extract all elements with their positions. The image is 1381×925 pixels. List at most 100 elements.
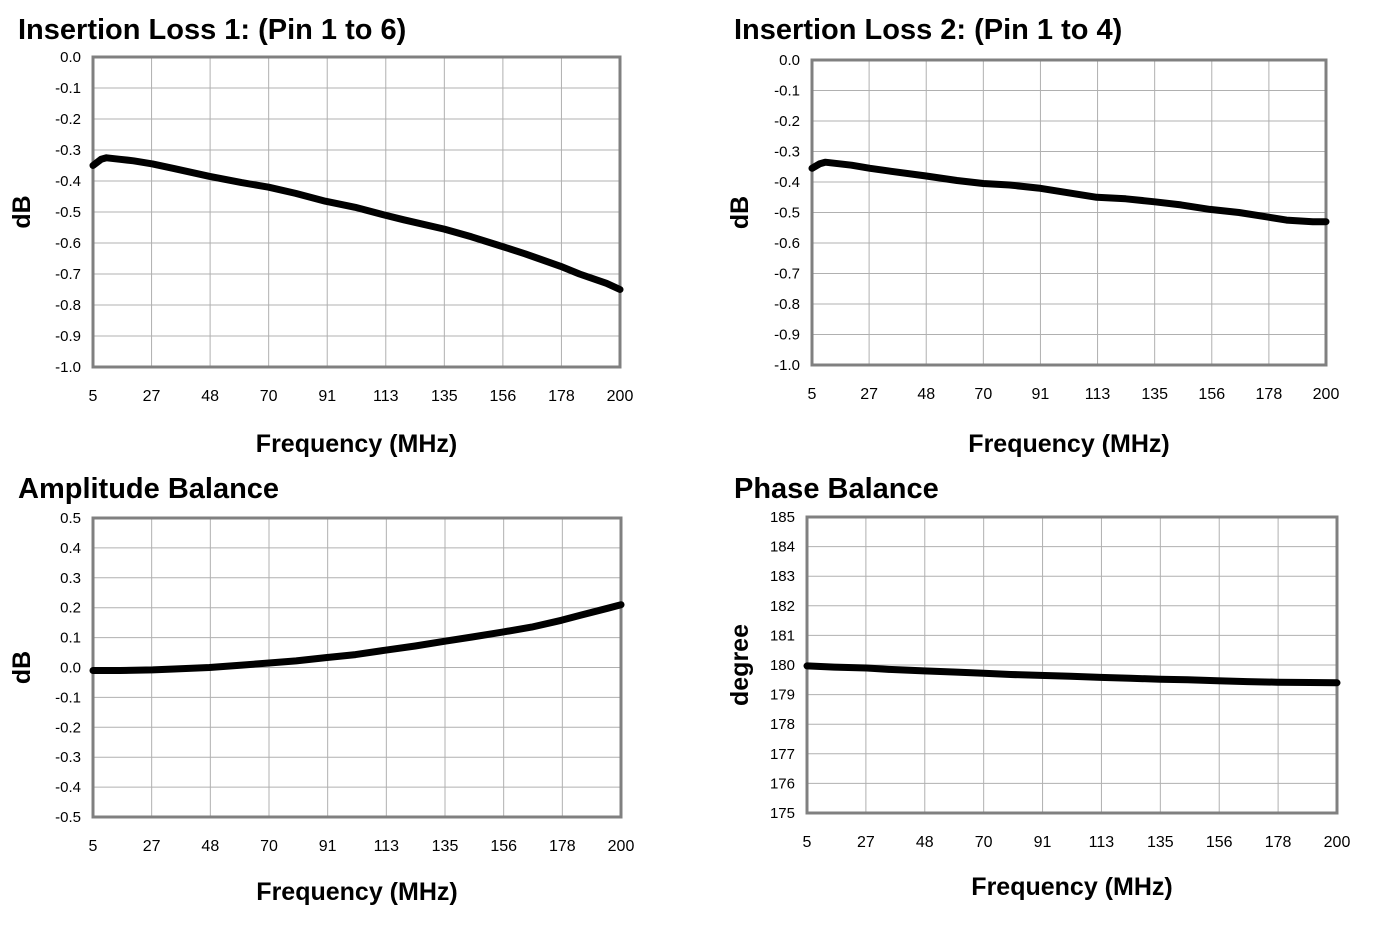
- y-tick-label: -0.1: [774, 83, 800, 100]
- x-tick-label: 5: [803, 834, 812, 851]
- x-tick-label: 156: [1206, 834, 1233, 851]
- x-tick-label: 5: [89, 388, 98, 405]
- y-tick-label: -0.2: [55, 111, 81, 128]
- x-tick-label: 113: [1089, 834, 1115, 851]
- y-tick-label: 175: [770, 805, 795, 822]
- y-tick-label: 182: [770, 598, 795, 615]
- x-tick-label: 27: [857, 834, 875, 851]
- x-tick-label: 27: [143, 388, 161, 405]
- y-tick-label: 0.1: [60, 630, 81, 647]
- y-tick-label: 184: [770, 539, 795, 556]
- x-tick-label: 178: [549, 838, 576, 855]
- y-tick-label: -0.4: [774, 174, 800, 191]
- x-tick-label: 48: [201, 838, 219, 855]
- plot-area: [810, 58, 1328, 367]
- x-tick-label: 200: [607, 388, 634, 405]
- x-tick-label: 5: [808, 386, 817, 403]
- x-tick-label: 48: [916, 834, 934, 851]
- y-tick-label: -0.8: [55, 297, 81, 314]
- y-tick-label: -0.5: [55, 204, 81, 221]
- chart-3-title: Amplitude Balance: [18, 473, 280, 505]
- y-tick-label: 176: [770, 775, 795, 792]
- x-tick-label: 113: [1085, 386, 1111, 403]
- y-tick-label: -0.6: [774, 235, 800, 252]
- x-tick-label: 48: [201, 388, 219, 405]
- y-tick-label: -0.2: [774, 113, 800, 130]
- chart-4: 185 184 183 182 181 180 179 178 177 176 175 5 27 48 70…: [726, 509, 1351, 901]
- x-tick-label: 135: [432, 838, 459, 855]
- y-tick-label: -0.7: [55, 266, 81, 283]
- y-tick-label: 0.3: [60, 570, 81, 587]
- y-axis-label: degree: [726, 624, 754, 706]
- y-tick-label: 0.4: [60, 540, 81, 557]
- chart-1-title: Insertion Loss 1: (Pin 1 to 6): [18, 14, 407, 46]
- y-tick-label: -0.3: [55, 749, 81, 766]
- y-tick-label: -0.8: [774, 296, 800, 313]
- y-tick-label: 0.5: [60, 510, 81, 527]
- chart-3: 0.5 0.4 0.3 0.2 0.1 0.0 -0.1 -0.2 -0.3 -0.4 -0.5 5 2…: [8, 510, 635, 906]
- y-tick-label: 0.2: [60, 600, 81, 617]
- x-tick-label: 113: [373, 388, 399, 405]
- y-tick-label: -1.0: [774, 357, 800, 374]
- y-tick-label: 179: [770, 687, 795, 704]
- y-tick-label: 183: [770, 568, 795, 585]
- chart-2-title: Insertion Loss 2: (Pin 1 to 4): [734, 14, 1123, 46]
- y-tick-label: -1.0: [55, 359, 81, 376]
- y-tick-label: 0.0: [60, 660, 81, 677]
- x-tick-label: 91: [1032, 386, 1050, 403]
- y-tick-label: -0.3: [55, 142, 81, 159]
- series-line: [808, 158, 1330, 226]
- y-tick-label: 0.0: [779, 52, 800, 69]
- y-axis-label: dB: [726, 196, 754, 229]
- x-tick-label: 27: [860, 386, 878, 403]
- x-tick-label: 48: [917, 386, 935, 403]
- x-tick-label: 135: [1147, 834, 1174, 851]
- y-tick-label: -0.1: [55, 689, 81, 706]
- chart-2: 0.0 -0.1 -0.2 -0.3 -0.4 -0.5 -0.6 -0.7 -0.8 -0.9 -…: [726, 52, 1339, 458]
- y-tick-label: -0.5: [55, 809, 81, 826]
- x-axis-label: Frequency (MHz): [256, 878, 457, 906]
- y-tick-label: 177: [770, 746, 795, 763]
- x-tick-label: 91: [318, 388, 336, 405]
- y-tick-label: -0.3: [774, 144, 800, 161]
- y-tick-label: 0.0: [60, 49, 81, 66]
- x-tick-label: 200: [1324, 834, 1351, 851]
- series-line: [89, 601, 625, 674]
- x-tick-label: 178: [1265, 834, 1292, 851]
- x-tick-label: 5: [89, 838, 98, 855]
- x-tick-label: 156: [490, 838, 517, 855]
- x-tick-label: 113: [374, 838, 400, 855]
- y-tick-label: -0.9: [55, 328, 81, 345]
- x-axis-label: Frequency (MHz): [256, 430, 457, 458]
- chart-4-title: Phase Balance: [734, 473, 939, 505]
- x-tick-label: 178: [1256, 386, 1283, 403]
- y-tick-label: 180: [770, 657, 795, 674]
- x-tick-label: 70: [974, 386, 992, 403]
- x-tick-label: 91: [319, 838, 337, 855]
- y-axis-label: dB: [8, 651, 36, 684]
- y-tick-label: -0.9: [774, 327, 800, 344]
- x-tick-label: 91: [1034, 834, 1052, 851]
- x-axis-label: Frequency (MHz): [968, 430, 1169, 458]
- x-tick-label: 200: [608, 838, 635, 855]
- series-line: [803, 662, 1341, 687]
- plot-area: [91, 55, 622, 369]
- y-tick-label: -0.5: [774, 205, 800, 222]
- y-axis-label: dB: [8, 195, 36, 228]
- y-tick-label: 185: [770, 509, 795, 526]
- x-tick-label: 156: [1198, 386, 1225, 403]
- x-tick-label: 27: [143, 838, 161, 855]
- x-tick-label: 70: [975, 834, 993, 851]
- y-tick-label: -0.6: [55, 235, 81, 252]
- x-tick-label: 135: [431, 388, 458, 405]
- x-tick-label: 156: [490, 388, 517, 405]
- y-tick-label: 178: [770, 716, 795, 733]
- y-tick-label: -0.4: [55, 173, 81, 190]
- chart-1: 0.0 -0.1 -0.2 -0.3 -0.4 -0.5 -0.6 -0.7 -0.8 -0.9 -…: [8, 49, 634, 458]
- x-tick-label: 70: [260, 388, 278, 405]
- x-axis-label: Frequency (MHz): [971, 873, 1172, 901]
- x-tick-label: 178: [548, 388, 575, 405]
- y-tick-label: -0.2: [55, 719, 81, 736]
- y-tick-label: -0.4: [55, 779, 81, 796]
- x-tick-label: 70: [260, 838, 278, 855]
